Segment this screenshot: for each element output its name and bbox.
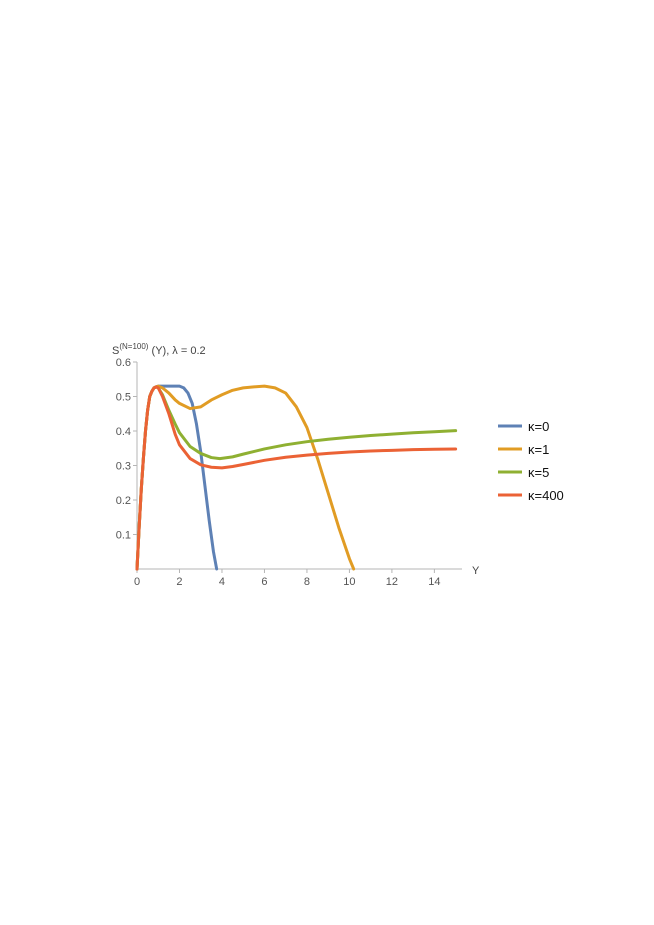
y-axis-title-superscript: (N=100) — [119, 342, 148, 351]
legend-label-0: κ=0 — [528, 419, 549, 434]
x-tick-label: 14 — [428, 576, 440, 588]
series-group — [135, 384, 458, 571]
x-tick-label: 8 — [304, 576, 310, 588]
y-tick-label: 0.2 — [116, 495, 131, 507]
series-line-0 — [135, 384, 219, 571]
y-tick-label: 0.5 — [116, 392, 131, 404]
y-axis-title-prefix: S — [112, 345, 119, 357]
x-tick-label: 6 — [261, 576, 267, 588]
legend-label-1: κ=1 — [528, 442, 549, 457]
x-tick-label: 2 — [176, 576, 182, 588]
ticks-group: 0 2 4 6 8 10 12 14 0.1 0.2 0.3 0.4 0.5 0.6 — [116, 357, 441, 588]
series-line-2 — [135, 385, 458, 571]
y-tick-label: 0.6 — [116, 357, 131, 369]
x-tick-label: 0 — [134, 576, 140, 588]
legend-label-2: κ=5 — [528, 465, 549, 480]
x-tick-label: 12 — [386, 576, 398, 588]
y-tick-label: 0.3 — [116, 461, 131, 473]
y-tick-label: 0.4 — [116, 426, 131, 438]
series-line-3 — [135, 385, 458, 571]
x-axis-title: Y — [472, 565, 480, 577]
x-tick-label: 4 — [219, 576, 225, 588]
y-axis-title: S(N=100) (Y), λ = 0.2 — [112, 342, 206, 357]
legend: κ=0 κ=1 κ=5 κ=400 — [498, 419, 564, 503]
legend-label-3: κ=400 — [528, 488, 564, 503]
y-tick-label: 0.1 — [116, 530, 131, 542]
y-axis-title-suffix: (Y), λ = 0.2 — [148, 345, 205, 357]
x-tick-label: 10 — [343, 576, 355, 588]
